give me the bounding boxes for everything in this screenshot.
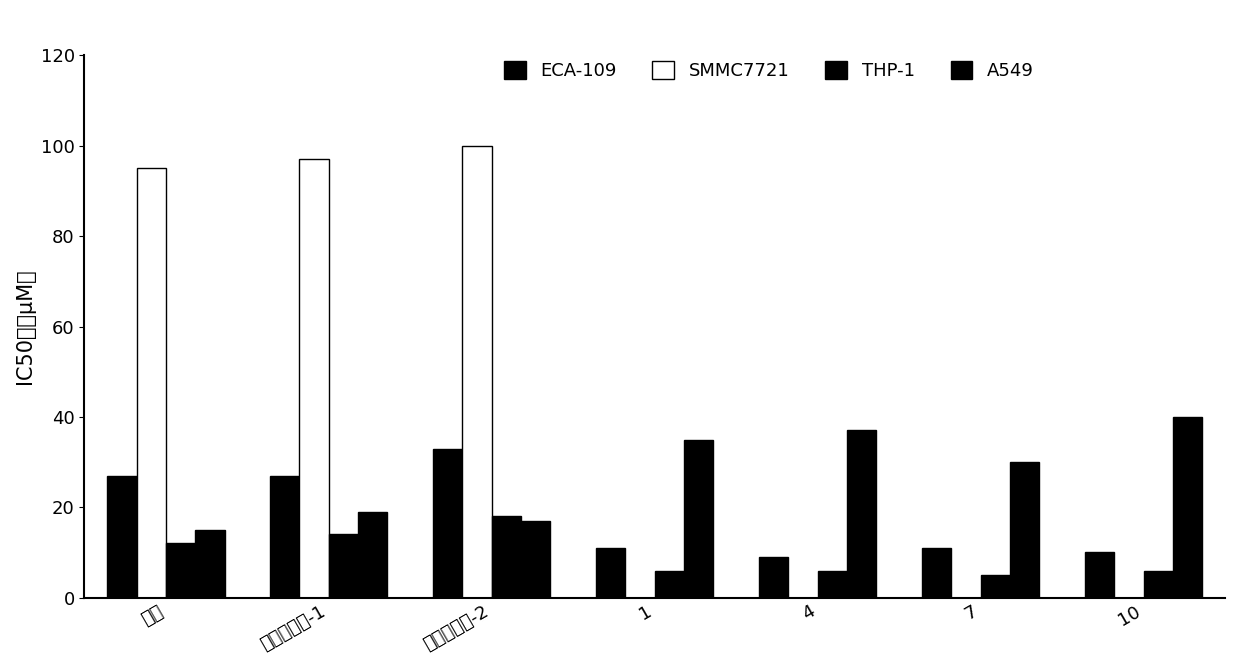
Bar (596, 548, 625, 597)
Bar (300, 159, 329, 597)
Bar (759, 557, 789, 597)
Bar (492, 516, 521, 597)
Bar (270, 476, 300, 597)
Y-axis label: IC50値（μM）: IC50値（μM） (15, 269, 35, 385)
Bar (684, 440, 713, 597)
Bar (358, 512, 387, 597)
Bar (136, 169, 166, 597)
Bar (1173, 417, 1203, 597)
Bar (981, 575, 1009, 597)
Bar (817, 571, 847, 597)
Bar (195, 530, 224, 597)
Bar (655, 571, 684, 597)
Legend: ECA-109, SMMC7721, THP-1, A549: ECA-109, SMMC7721, THP-1, A549 (497, 54, 1040, 88)
Bar (847, 430, 877, 597)
Bar (166, 543, 195, 597)
Bar (1009, 462, 1039, 597)
Bar (521, 521, 551, 597)
Bar (463, 146, 492, 597)
Bar (1085, 553, 1115, 597)
Bar (1143, 571, 1173, 597)
Bar (107, 476, 136, 597)
Bar (921, 548, 951, 597)
Bar (329, 535, 358, 597)
Bar (433, 448, 463, 597)
